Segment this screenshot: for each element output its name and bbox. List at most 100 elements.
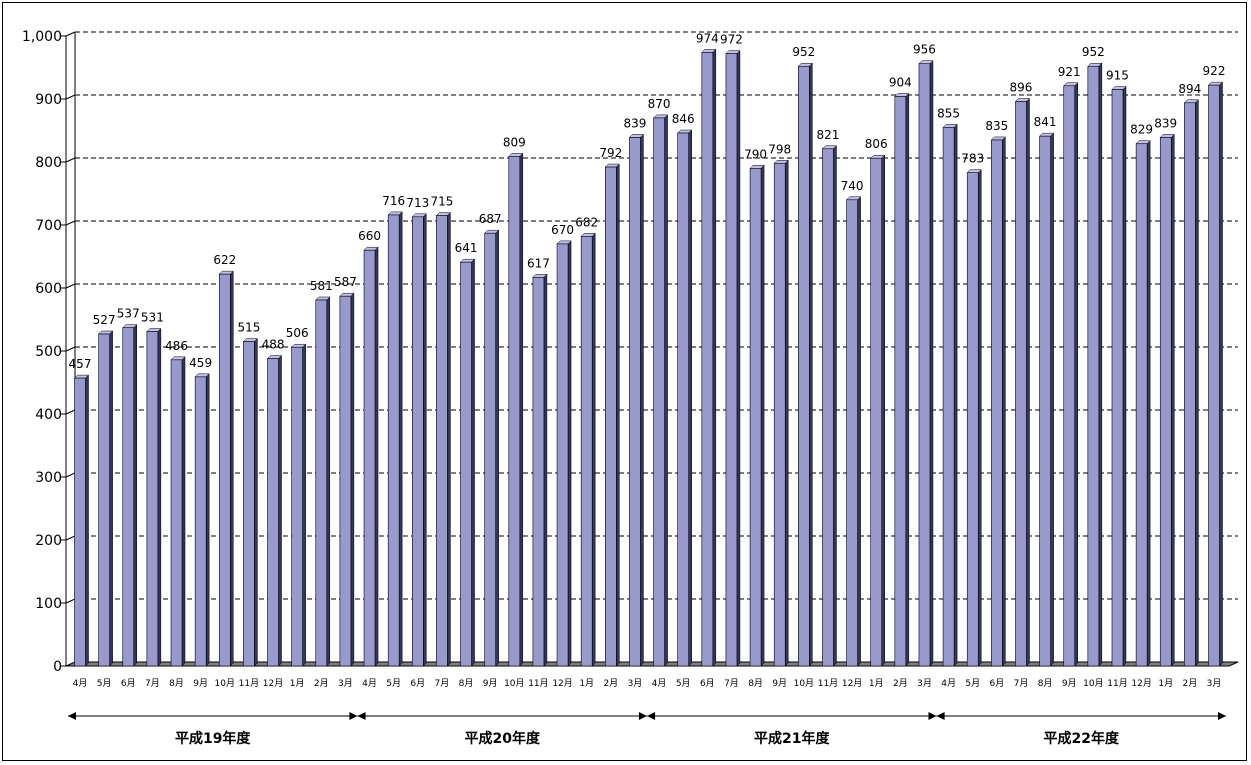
bar-front — [291, 346, 303, 667]
data-label: 809 — [503, 135, 526, 149]
bar — [170, 356, 186, 667]
bar-front — [629, 137, 641, 667]
bar — [98, 330, 114, 667]
x-tick-label: 2月 — [314, 678, 329, 689]
bar-side — [181, 356, 186, 667]
bar-side — [1219, 81, 1223, 667]
arrow-head-right — [1218, 712, 1226, 720]
data-label: 839 — [623, 116, 646, 130]
gridline-depth — [65, 220, 76, 226]
bar-front — [98, 333, 110, 667]
bar-front — [1087, 65, 1100, 667]
data-label: 740 — [841, 179, 864, 193]
y-tick-label: 1,000 — [22, 29, 62, 45]
data-label: 855 — [937, 106, 960, 120]
bar-front — [460, 261, 472, 667]
bar-front — [74, 377, 86, 667]
bar — [339, 292, 355, 667]
bar-side — [567, 240, 572, 667]
bar-side — [664, 114, 668, 667]
bar-side — [495, 229, 499, 667]
bar-front — [243, 341, 255, 667]
bar-side — [1195, 99, 1199, 667]
period-arrow — [357, 712, 647, 720]
bar — [1087, 62, 1103, 667]
bar — [484, 229, 500, 667]
y-tick-label: 100 — [35, 596, 62, 612]
bar — [966, 169, 982, 667]
bar-front — [170, 359, 183, 667]
data-label: 792 — [599, 146, 622, 160]
bar-side — [133, 324, 138, 667]
y-axis: 0 100 200 300 400 500 600 700 800 900 1,000 — [22, 29, 76, 675]
bar-front — [363, 249, 376, 667]
data-label: 715 — [430, 195, 453, 209]
bar-side — [1050, 132, 1054, 667]
x-tick-label: 10月 — [1083, 678, 1103, 689]
x-tick-label: 7月 — [145, 678, 160, 689]
data-label: 974 — [696, 31, 719, 45]
x-tick-label: 1月 — [1158, 678, 1173, 689]
bar-side — [374, 246, 379, 667]
bar — [652, 114, 669, 667]
bar-side — [977, 169, 982, 667]
bar-front — [1159, 137, 1172, 667]
data-label: 687 — [479, 212, 502, 226]
x-tick-label: 9月 — [772, 678, 787, 689]
data-label: 922 — [1203, 64, 1226, 78]
data-label: 488 — [262, 338, 285, 352]
data-label: 783 — [961, 152, 984, 166]
data-label: 896 — [1010, 81, 1033, 95]
bar-side — [1074, 82, 1078, 667]
bar-front — [894, 96, 907, 667]
period-label: 平成19年度 — [175, 730, 251, 747]
x-tick-label: 7月 — [724, 678, 739, 689]
bar-front — [918, 63, 931, 667]
bar-side — [447, 211, 451, 667]
x-tick-label: 3月 — [338, 678, 353, 689]
x-tick-label: 12月 — [552, 678, 572, 689]
data-label: 952 — [1082, 45, 1105, 59]
bar — [194, 373, 210, 667]
y-tick-label: 0 — [53, 659, 62, 675]
chart-floor — [65, 661, 1239, 667]
data-label: 806 — [865, 137, 888, 151]
bar-front — [1015, 101, 1027, 667]
y-tick-label: 300 — [35, 470, 62, 486]
bar-front — [991, 139, 1003, 667]
data-label: 515 — [237, 321, 260, 335]
bar-side — [929, 60, 934, 667]
bar — [266, 354, 283, 667]
data-label: 846 — [672, 112, 695, 126]
data-label: 486 — [165, 339, 188, 353]
data-label: 641 — [455, 241, 478, 255]
bar-side — [1002, 136, 1006, 667]
bar — [459, 258, 476, 667]
bar — [845, 196, 862, 667]
x-tick-label: 10月 — [504, 678, 524, 689]
data-label: 798 — [768, 142, 791, 156]
gridline-depth — [65, 283, 76, 289]
bar-side — [1170, 133, 1175, 667]
bar-front — [966, 172, 979, 667]
bar — [242, 337, 258, 667]
bar — [773, 159, 789, 667]
bar-front — [122, 327, 135, 667]
y-tick-label: 700 — [35, 218, 62, 234]
x-tick-label: 6月 — [410, 678, 425, 689]
bar — [1183, 99, 1199, 667]
x-tick-label: 4月 — [362, 678, 377, 689]
bar-front — [749, 168, 762, 667]
x-tick-label: 8月 — [1038, 678, 1053, 689]
x-tick-label: 2月 — [1183, 678, 1198, 689]
x-tick-label: 12月 — [263, 678, 283, 689]
x-tick-label: 11月 — [239, 678, 259, 689]
bar — [435, 211, 452, 667]
data-label: 617 — [527, 256, 550, 270]
gridline-depth — [65, 157, 76, 163]
gridline-depth — [65, 94, 76, 100]
x-tick-label: 4月 — [941, 678, 956, 689]
arrow-head-left — [647, 712, 656, 720]
y-tick-label: 900 — [35, 92, 62, 108]
x-tick-label: 3月 — [917, 678, 932, 689]
